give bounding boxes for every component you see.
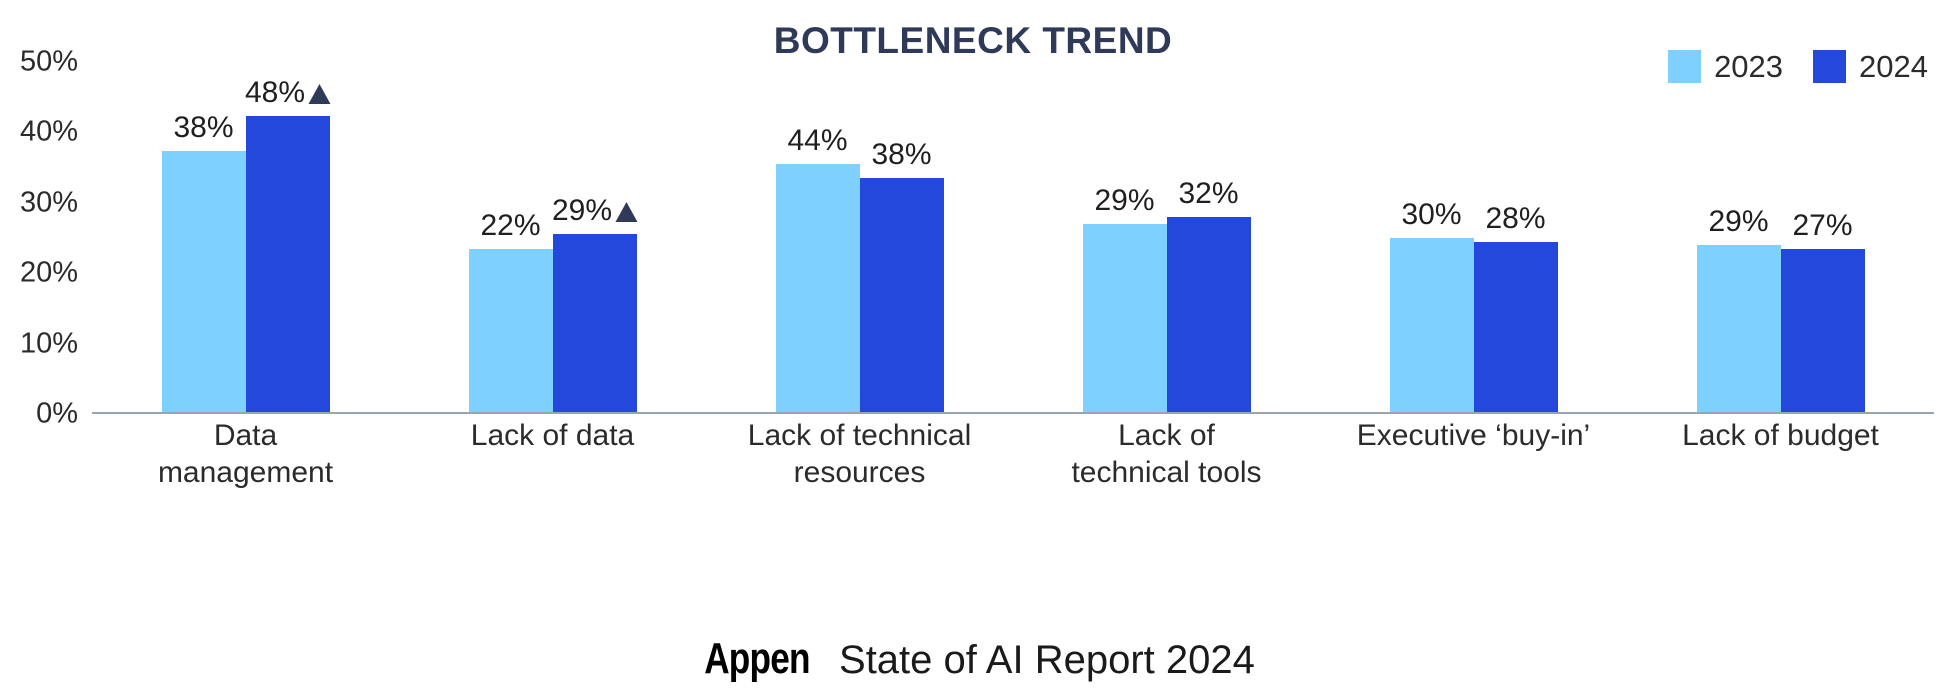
y-axis-tick: 30% <box>19 186 78 219</box>
bar-pair: 30% 28% <box>1320 62 1627 414</box>
bar-pair: 38% 48% <box>92 62 399 414</box>
bar-column: 29% <box>1696 62 1781 414</box>
bar-value-label: 30% <box>1401 200 1461 230</box>
bar-value-text: 28% <box>1485 201 1546 235</box>
category-label: Lack of technical tools <box>1013 418 1320 491</box>
bar-column: 28% <box>1473 62 1558 414</box>
bar-value-text: 29% <box>1094 183 1155 217</box>
bar-value-text: 30% <box>1401 198 1462 231</box>
category-label-line: Lack of data <box>470 419 635 452</box>
y-axis-tick: 20% <box>19 256 78 289</box>
bar-column: 38% <box>161 62 246 414</box>
bar-value-text: 32% <box>1178 176 1239 210</box>
bar-value-text: 48% <box>244 76 306 110</box>
bar-pair: 44% 38% <box>706 62 1013 414</box>
category-label-line: management <box>157 455 334 489</box>
legend-item-2023[interactable]: 2023 <box>1668 50 1783 83</box>
bar-value-label: 32% <box>1178 176 1239 210</box>
bar-value-text: 38% <box>871 138 932 172</box>
bar-value-text: 29% <box>551 194 613 228</box>
bar-value-label: 38% <box>173 113 233 143</box>
legend-label-2023: 2023 <box>1714 49 1784 84</box>
legend-swatch-2023 <box>1668 50 1702 83</box>
category-label: Lack of budget <box>1627 418 1934 491</box>
bar-groups: 38% 48% 22% 29% 44% 38% 29% 32% 30% 28% 29% 27% <box>92 62 1934 414</box>
trend-up-icon <box>615 202 638 223</box>
bar-value-text: 22% <box>480 208 541 242</box>
category-label: Executive ‘buy-in’ <box>1320 418 1627 491</box>
bar-column: 29% <box>1082 62 1167 414</box>
bar-value-label: 28% <box>1485 201 1546 235</box>
bar-pair: 22% 29% <box>399 62 706 414</box>
bar-group: 22% 29% <box>399 62 706 414</box>
category-label-line: Lack of <box>1118 419 1215 452</box>
bar-value-label: 44% <box>787 126 847 156</box>
bar-column: 29% <box>551 62 638 414</box>
bar-2024[interactable] <box>552 234 637 414</box>
bar-2023[interactable] <box>468 248 553 414</box>
bar-2024[interactable] <box>245 116 330 414</box>
category-label: Lack of technical resources <box>706 418 1013 491</box>
category-label: Data management <box>92 418 399 491</box>
bar-value-label: 29% <box>1708 207 1768 237</box>
category-label-line: Lack of technical <box>747 419 972 452</box>
trend-up-icon <box>308 84 331 105</box>
category-label-line: technical tools <box>1071 455 1262 489</box>
legend-label-2024: 2024 <box>1859 49 1928 84</box>
bar-value-label: 48% <box>244 76 331 110</box>
page-title: BOTTLENECK TREND <box>773 20 1173 61</box>
x-axis-line <box>92 412 1934 414</box>
bar-column: 30% <box>1389 62 1474 414</box>
bar-pair: 29% 27% <box>1627 62 1934 414</box>
category-label: Lack of data <box>399 418 706 491</box>
appen-logo: Appen <box>704 634 810 683</box>
bar-column: 44% <box>775 62 860 414</box>
bar-value-text: 38% <box>173 111 234 145</box>
plot-area: 50% 40% 30% 20% 10% 0% 38% 48% 22% 29% 44% 38% 29% 3… <box>20 46 1934 430</box>
y-axis-tick: 50% <box>19 45 78 78</box>
legend-item-2024[interactable]: 2024 <box>1813 50 1928 83</box>
bar-2024[interactable] <box>1780 248 1865 414</box>
bar-group: 38% 48% <box>92 62 399 414</box>
footer: Appen State of AI Report 2024 <box>0 637 1946 681</box>
bar-value-label: 22% <box>480 208 541 242</box>
bar-2023[interactable] <box>1082 223 1167 414</box>
bar-value-label: 29% <box>551 194 638 228</box>
bar-value-label: 27% <box>1792 208 1853 242</box>
report-title: State of AI Report 2024 <box>839 638 1255 682</box>
y-axis-tick: 40% <box>19 115 78 148</box>
legend-swatch-2024 <box>1813 50 1847 83</box>
bar-group: 44% 38% <box>706 62 1013 414</box>
bar-group: 29% 27% <box>1627 62 1934 414</box>
bar-value-text: 27% <box>1792 208 1853 242</box>
bar-2023[interactable] <box>1389 238 1474 414</box>
bar-2023[interactable] <box>161 151 246 414</box>
chart-legend: 2023 2024 <box>1668 50 1928 83</box>
bar-group: 30% 28% <box>1320 62 1627 414</box>
bar-column: 48% <box>244 62 331 414</box>
bar-column: 38% <box>859 62 944 414</box>
category-label-line: Executive ‘buy-in’ <box>1356 419 1591 452</box>
bar-2024[interactable] <box>1473 241 1558 414</box>
bar-column: 27% <box>1780 62 1865 414</box>
bar-value-text: 44% <box>787 124 848 158</box>
category-label-line: resources <box>793 455 926 489</box>
bar-column: 32% <box>1166 62 1251 414</box>
bar-column: 22% <box>468 62 553 414</box>
y-axis-tick: 10% <box>19 327 78 360</box>
category-label-line: Data <box>213 419 278 452</box>
bar-value-label: 38% <box>871 140 931 170</box>
bar-group: 29% 32% <box>1013 62 1320 414</box>
category-labels: Data management Lack of data Lack of techni… <box>92 418 1934 491</box>
bar-value-label: 29% <box>1094 183 1155 217</box>
category-label-line: Lack of budget <box>1682 419 1879 452</box>
bar-value-text: 29% <box>1708 205 1769 239</box>
bar-pair: 29% 32% <box>1013 62 1320 414</box>
bar-2024[interactable] <box>859 178 944 414</box>
bar-2023[interactable] <box>775 164 860 414</box>
bar-2023[interactable] <box>1696 245 1781 414</box>
y-axis-tick: 0% <box>36 397 78 430</box>
bar-2024[interactable] <box>1166 216 1251 414</box>
